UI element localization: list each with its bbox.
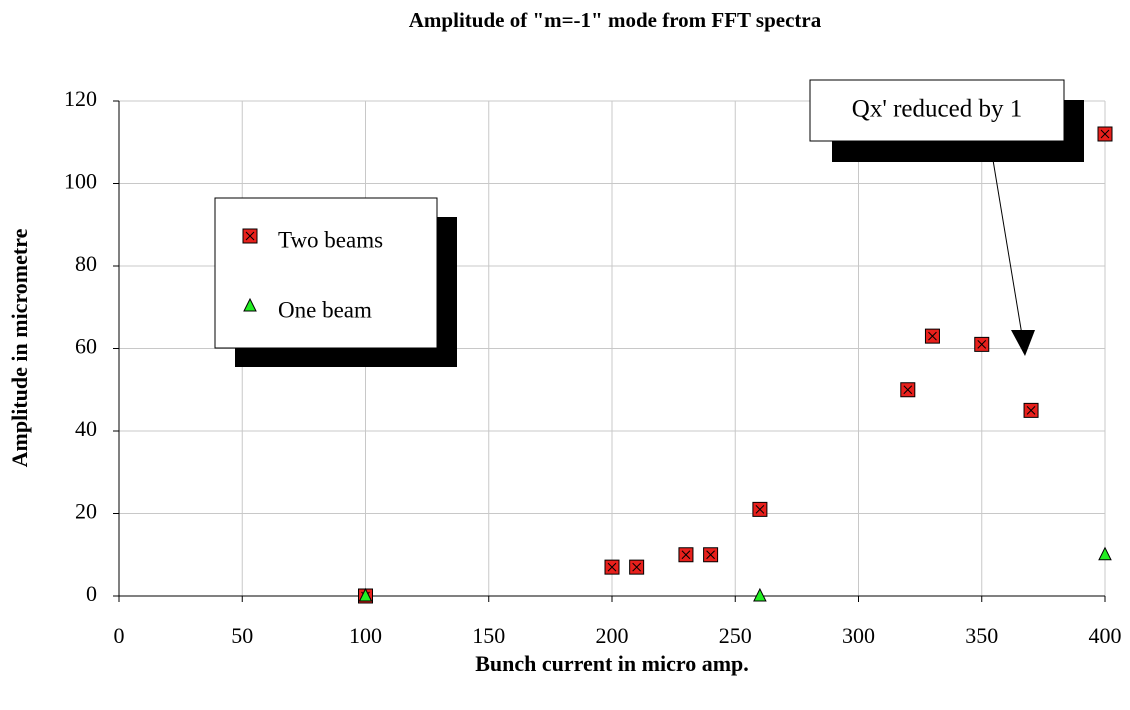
- marker-square: [703, 547, 719, 563]
- y-tick-label: 20: [75, 499, 97, 524]
- annotation: Qx' reduced by 1: [809, 79, 1084, 356]
- marker-square: [1097, 126, 1113, 142]
- annotation-text: Qx' reduced by 1: [852, 96, 1022, 123]
- y-tick-label: 100: [64, 169, 97, 194]
- x-tick-label: 350: [965, 623, 998, 648]
- y-tick-label: 120: [64, 86, 97, 111]
- x-tick-label: 150: [472, 623, 505, 648]
- marker-square: [1023, 402, 1039, 418]
- annotation-arrow: [992, 159, 1023, 336]
- arrow-head: [1011, 330, 1035, 356]
- marker-square: [974, 336, 990, 352]
- marker-cross: [903, 385, 913, 395]
- chart-title: Amplitude of "m=-1" mode from FFT spectr…: [409, 8, 822, 32]
- marker-square: [678, 547, 694, 563]
- y-tick-label: 0: [86, 581, 97, 606]
- legend-box: [214, 197, 438, 349]
- x-tick-label: 250: [719, 623, 752, 648]
- x-tick-label: 50: [231, 623, 253, 648]
- marker-cross: [245, 231, 255, 241]
- legend: Two beams One beam: [214, 197, 457, 367]
- y-tick-label: 80: [75, 251, 97, 276]
- marker-cross: [977, 340, 987, 349]
- x-tick-label: 300: [842, 623, 875, 648]
- marker-square: [604, 559, 620, 575]
- marker-cross: [1026, 406, 1036, 415]
- marker-triangle: [243, 297, 257, 312]
- marker-cross: [681, 550, 691, 560]
- marker-cross: [1100, 129, 1110, 139]
- marker-square: [242, 228, 258, 244]
- marker-square: [629, 559, 645, 575]
- marks: [358, 126, 1113, 604]
- annotation-box: [809, 79, 1065, 142]
- marker-triangle: [753, 587, 767, 602]
- x-tick-label: 0: [114, 623, 125, 648]
- x-tick-label: 200: [596, 623, 629, 648]
- marker-triangle: [358, 587, 373, 602]
- x-tick-label: 400: [1089, 623, 1122, 648]
- y-tick-label: 60: [75, 334, 97, 359]
- y-tick-label: 40: [75, 416, 97, 441]
- marker-square: [900, 382, 916, 398]
- legend-label: One beam: [278, 297, 372, 322]
- legend-label: Two beams: [278, 227, 383, 252]
- x-tick-label: 100: [349, 623, 382, 648]
- marker-cross: [706, 550, 715, 560]
- grid: 0 50 100 150 200 250 300 350 400 0 20 40 60 80 100 120: [64, 86, 1122, 648]
- marker-cross: [632, 562, 642, 572]
- marker-cross: [607, 562, 617, 572]
- x-axis-label: Bunch current in micro amp.: [475, 651, 749, 676]
- y-axis-label: Amplitude in micrometre: [7, 228, 32, 467]
- marker-triangle: [1098, 546, 1112, 561]
- marker-cross: [755, 505, 765, 514]
- marker-cross: [928, 331, 937, 341]
- marker-square: [924, 328, 940, 344]
- marker-square: [752, 501, 768, 517]
